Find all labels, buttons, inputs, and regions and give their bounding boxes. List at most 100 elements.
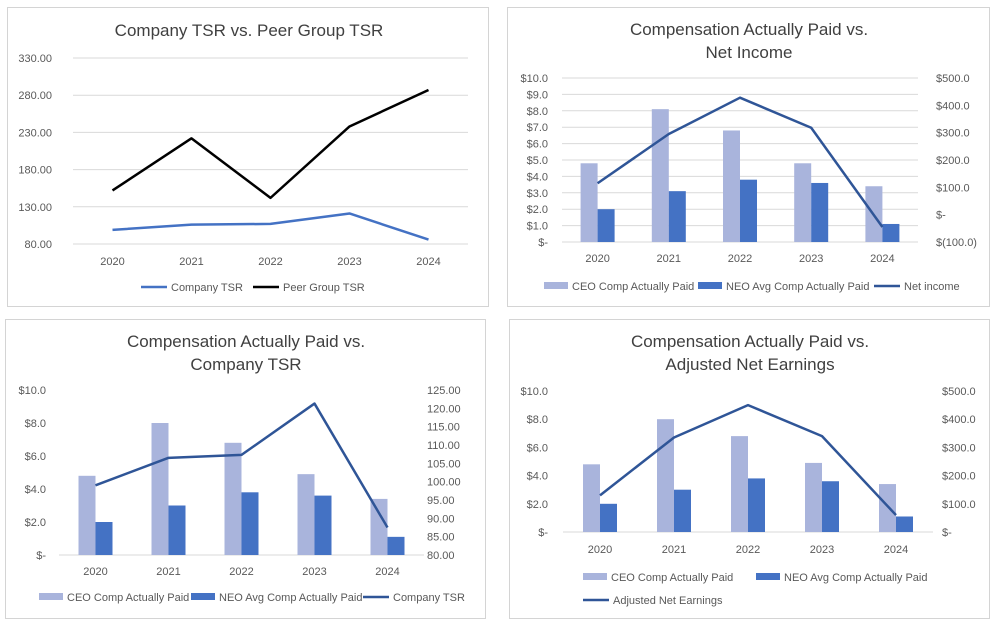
y-axis-tick-label: $6.0 (25, 451, 46, 463)
y-axis-tick-label: 330.00 (18, 53, 52, 65)
y2-axis-tick-label: 125.00 (427, 385, 461, 397)
legend-swatch (191, 593, 215, 600)
neo-avg-comp-bar (748, 478, 765, 532)
x-axis-tick-label: 2020 (588, 544, 612, 556)
y-axis-tick-label: $3.0 (527, 188, 548, 200)
x-axis-tick-label: 2020 (83, 566, 107, 578)
neo-avg-comp-bar (896, 516, 913, 532)
legend-label: CEO Comp Actually Paid (611, 572, 733, 584)
peer-group-tsr-line (111, 88, 430, 200)
company-tsr-line (112, 212, 429, 241)
legend-label: Net income (904, 281, 960, 293)
y-axis-tick-label: $9.0 (527, 89, 548, 101)
y2-axis-tick-label: $500.0 (936, 73, 970, 85)
ceo-comp-bar (580, 163, 598, 242)
legend-label: Adjusted Net Earnings (613, 595, 723, 607)
y-axis-tick-label: $- (538, 237, 548, 249)
y-axis-tick-label: $6.0 (527, 442, 548, 454)
y2-axis-tick-label: $200.0 (942, 471, 976, 483)
chart-company-tsr-vs-peer-tsr: Company TSR vs. Peer Group TSR 80.00 130.… (7, 7, 489, 307)
x-axis-tick-label: 2024 (870, 253, 894, 265)
x-axis-tick-label: 2020 (100, 256, 124, 268)
neo-avg-comp-bar (387, 536, 405, 555)
y-axis-tick-label: $5.0 (527, 155, 548, 167)
x-axis-tick-label: 2023 (810, 544, 834, 556)
ceo-comp-bar (583, 464, 600, 532)
ceo-comp-bar (78, 475, 96, 555)
chart-title-line-2: Net Income (706, 43, 793, 62)
x-axis-tick-label: 2023 (337, 256, 361, 268)
x-axis-tick-label: 2022 (229, 566, 253, 578)
y-axis-tick-label: $2.0 (25, 517, 46, 529)
net-income-line (596, 96, 884, 228)
y-axis-tick-label: $10.0 (520, 73, 548, 85)
x-axis-tick-label: 2020 (585, 253, 609, 265)
x-axis-tick-label: 2021 (657, 253, 681, 265)
y2-axis-tick-label: 120.00 (427, 403, 461, 415)
ceo-comp-bar (657, 419, 674, 532)
y-axis-tick-label: $4.0 (527, 471, 548, 483)
x-axis-tick-label: 2021 (156, 566, 180, 578)
legend-swatch (698, 282, 722, 289)
chart-title-line-1: Compensation Actually Paid vs. (127, 332, 365, 351)
company-tsr-line (95, 402, 389, 529)
y2-axis-tick-label: $300.0 (936, 128, 970, 140)
legend-label: Company TSR (393, 592, 465, 604)
x-axis-tick-label: 2021 (662, 544, 686, 556)
ceo-comp-bar (370, 498, 388, 555)
neo-avg-comp-bar (822, 481, 839, 532)
legend-label: NEO Avg Comp Actually Paid (219, 592, 362, 604)
neo-avg-comp-bar (314, 495, 332, 555)
y2-axis-tick-label: $- (942, 527, 952, 539)
chart-cap-vs-adjusted-net-earnings: Compensation Actually Paid vs. Adjusted … (509, 319, 990, 619)
legend-label: CEO Comp Actually Paid (572, 281, 694, 293)
x-axis-tick-label: 2021 (179, 256, 203, 268)
neo-avg-comp-bar (600, 503, 617, 532)
y2-axis-tick-label: 95.00 (427, 495, 455, 507)
y-axis-tick-label: $8.0 (527, 414, 548, 426)
legend-swatch (756, 573, 780, 580)
y2-axis-tick-label: $200.0 (936, 155, 970, 167)
y-axis-tick-label: $- (36, 550, 46, 562)
y2-axis-tick-label: $- (936, 210, 946, 222)
y2-axis-tick-label: 80.00 (427, 550, 455, 562)
y2-axis-tick-label: 105.00 (427, 458, 461, 470)
adjusted-net-earnings-line (599, 403, 897, 516)
x-axis-tick-label: 2024 (375, 566, 399, 578)
x-axis-tick-label: 2024 (416, 256, 440, 268)
y2-axis-tick-label: $100.0 (936, 182, 970, 194)
ceo-comp-bar (723, 130, 740, 242)
y2-axis-tick-label: $300.0 (942, 442, 976, 454)
ceo-comp-bar (805, 462, 822, 532)
y-axis-tick-label: $10.0 (18, 385, 46, 397)
neo-avg-comp-bar (882, 223, 900, 242)
y2-axis-tick-label: $400.0 (936, 100, 970, 112)
legend-label: CEO Comp Actually Paid (67, 592, 189, 604)
neo-avg-comp-bar (668, 191, 686, 242)
y2-axis-tick-label: 115.00 (427, 422, 460, 434)
legend-label: NEO Avg Comp Actually Paid (726, 281, 869, 293)
y-axis-tick-label: $1.0 (527, 221, 548, 233)
ceo-comp-bar (224, 442, 242, 555)
neo-avg-comp-bar (168, 505, 186, 555)
ceo-comp-bar (731, 436, 748, 532)
chart-cap-vs-company-tsr: Compensation Actually Paid vs. Company T… (5, 319, 486, 619)
x-axis-tick-label: 2023 (799, 253, 823, 265)
y-axis-tick-label: $10.0 (520, 386, 548, 398)
y2-axis-tick-label: 85.00 (427, 532, 455, 544)
chart-title-line-1: Compensation Actually Paid vs. (630, 20, 868, 39)
y-axis-tick-label: $2.0 (527, 499, 548, 511)
y2-axis-tick-label: $(100.0) (936, 237, 977, 249)
y-axis-tick-label: $7.0 (527, 122, 548, 134)
y-axis-tick-label: 130.00 (18, 202, 52, 214)
y2-axis-tick-label: $100.0 (942, 499, 976, 511)
x-axis-tick-label: 2024 (884, 544, 908, 556)
y2-axis-tick-label: $500.0 (942, 386, 976, 398)
y-axis-tick-label: $6.0 (527, 139, 548, 151)
y-axis-tick-label: $- (538, 527, 548, 539)
y-axis-tick-label: $4.0 (527, 171, 548, 183)
legend-label: NEO Avg Comp Actually Paid (784, 572, 927, 584)
chart-cap-vs-net-income: Compensation Actually Paid vs. Net Incom… (507, 7, 990, 307)
y-axis-tick-label: 180.00 (18, 165, 52, 177)
y-axis-tick-label: 80.00 (24, 239, 52, 251)
